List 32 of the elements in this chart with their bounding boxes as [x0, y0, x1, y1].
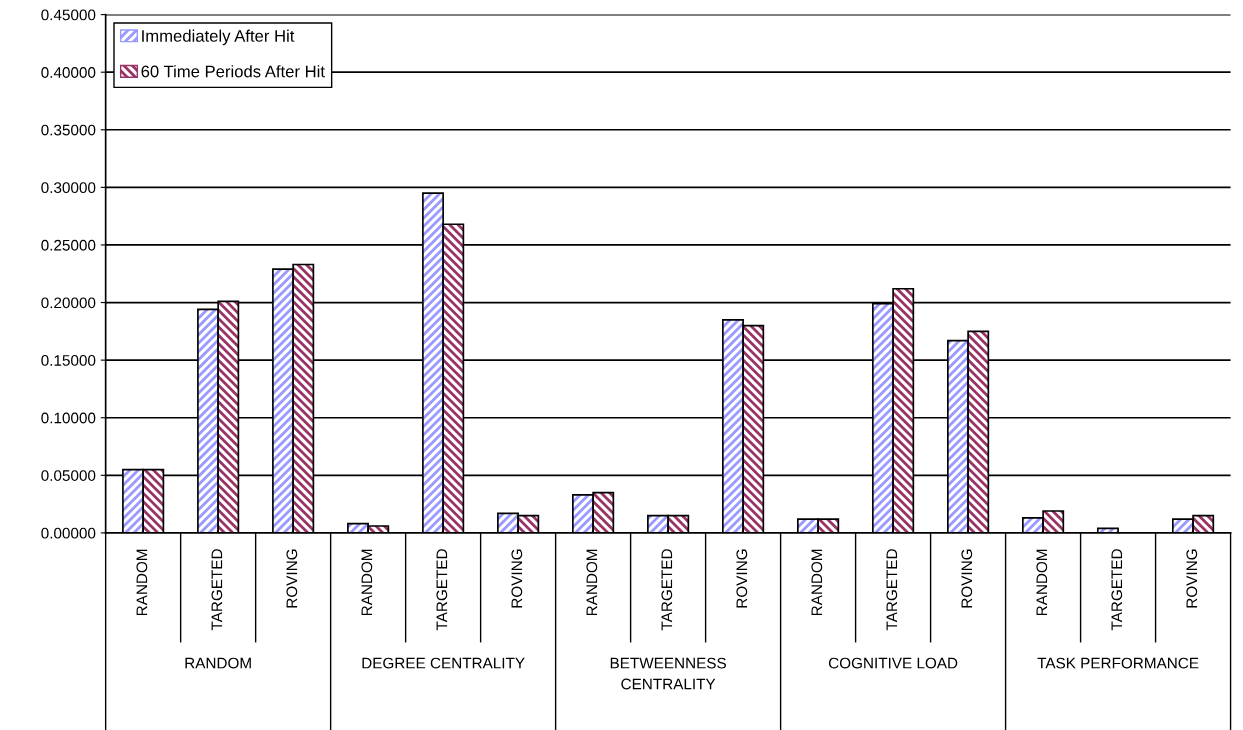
x-tick-label: TARGETED [886, 549, 898, 631]
x-tick-label: RANDOM [811, 549, 823, 616]
y-tick-label: 0.15000 [41, 355, 96, 366]
x-tick-label: RANDOM [361, 549, 373, 616]
y-tick-label: 0.30000 [41, 182, 96, 194]
y-tick-label: 0.40000 [41, 67, 96, 78]
x-tick-label: TARGETED [661, 549, 673, 631]
x-tick-label: RANDOM [1036, 549, 1048, 616]
y-tick-label: 0.00000 [41, 527, 96, 539]
text: COGNITIVE LOAD [828, 657, 958, 669]
x-tick-label: TARGETED [436, 549, 448, 631]
x-tick-label: ROVING [511, 549, 523, 608]
y-tick-label: 0.05000 [41, 470, 96, 481]
text: DEGREE CENTRALITY [362, 657, 525, 669]
x-tick-label: ROVING [961, 549, 973, 608]
x-tick-label: RANDOM [136, 549, 148, 616]
text: RANDOM [185, 657, 251, 669]
text: TASK PERFORMANCE [1037, 657, 1199, 669]
x-tick-label: ROVING [1186, 549, 1198, 608]
legend-label: 60 Time Periods After Hit [141, 65, 325, 78]
y-tick-label: 0.25000 [41, 239, 96, 251]
x-tick-label: TARGETED [211, 549, 223, 631]
x-tick-label: TARGETED [1111, 549, 1123, 631]
y-tick-label: 0.10000 [41, 412, 96, 424]
x-tick-label: RANDOM [586, 549, 598, 616]
x-tick-label: ROVING [736, 549, 748, 608]
y-tick-label: 0.35000 [41, 124, 96, 136]
x-tick-label: ROVING [286, 549, 298, 608]
y-tick-label: 0.45000 [41, 9, 96, 21]
legend-label: Immediately After Hit [142, 29, 295, 46]
text: BETWEENNESS CENTRALITY [610, 657, 726, 690]
y-tick-label: 0.20000 [41, 297, 96, 309]
